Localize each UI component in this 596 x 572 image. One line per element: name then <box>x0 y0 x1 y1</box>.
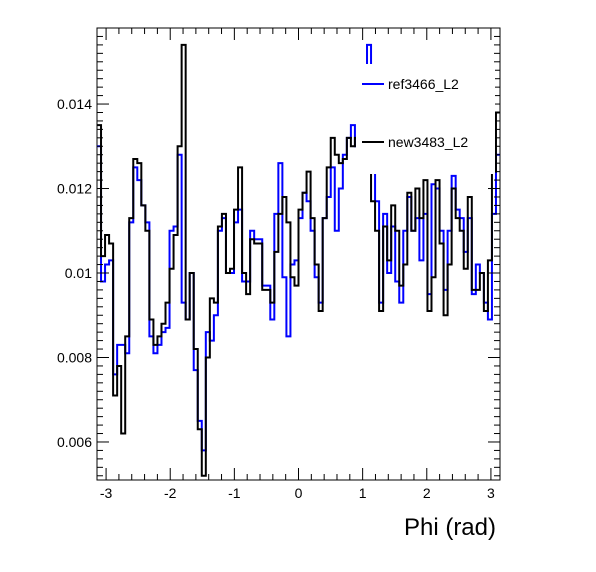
y-tick-label: 0.01 <box>65 265 92 281</box>
y-tick-label: 0.006 <box>57 434 92 450</box>
legend: ref3466_L2 new3483_L2 <box>356 64 495 174</box>
x-axis-title: Phi (rad) <box>404 514 496 541</box>
x-tick-label: 3 <box>487 485 495 501</box>
x-tick-label: 2 <box>423 485 431 501</box>
y-tick-label: 0.008 <box>57 349 92 365</box>
legend-box <box>356 64 495 174</box>
series-line-new3483_L2 <box>97 43 500 477</box>
y-tick-label: 0.012 <box>57 181 92 197</box>
x-tick-label: -1 <box>228 485 241 501</box>
x-tick-label: -3 <box>100 485 113 501</box>
x-tick-label: -2 <box>164 485 177 501</box>
legend-label-ref3466_L2: ref3466_L2 <box>388 76 459 92</box>
x-tick-label: 1 <box>359 485 367 501</box>
legend-label-new3483_L2: new3483_L2 <box>388 134 468 150</box>
y-tick-label: 0.014 <box>57 96 92 112</box>
x-tick-label: 0 <box>295 485 303 501</box>
series-layer <box>97 43 500 477</box>
